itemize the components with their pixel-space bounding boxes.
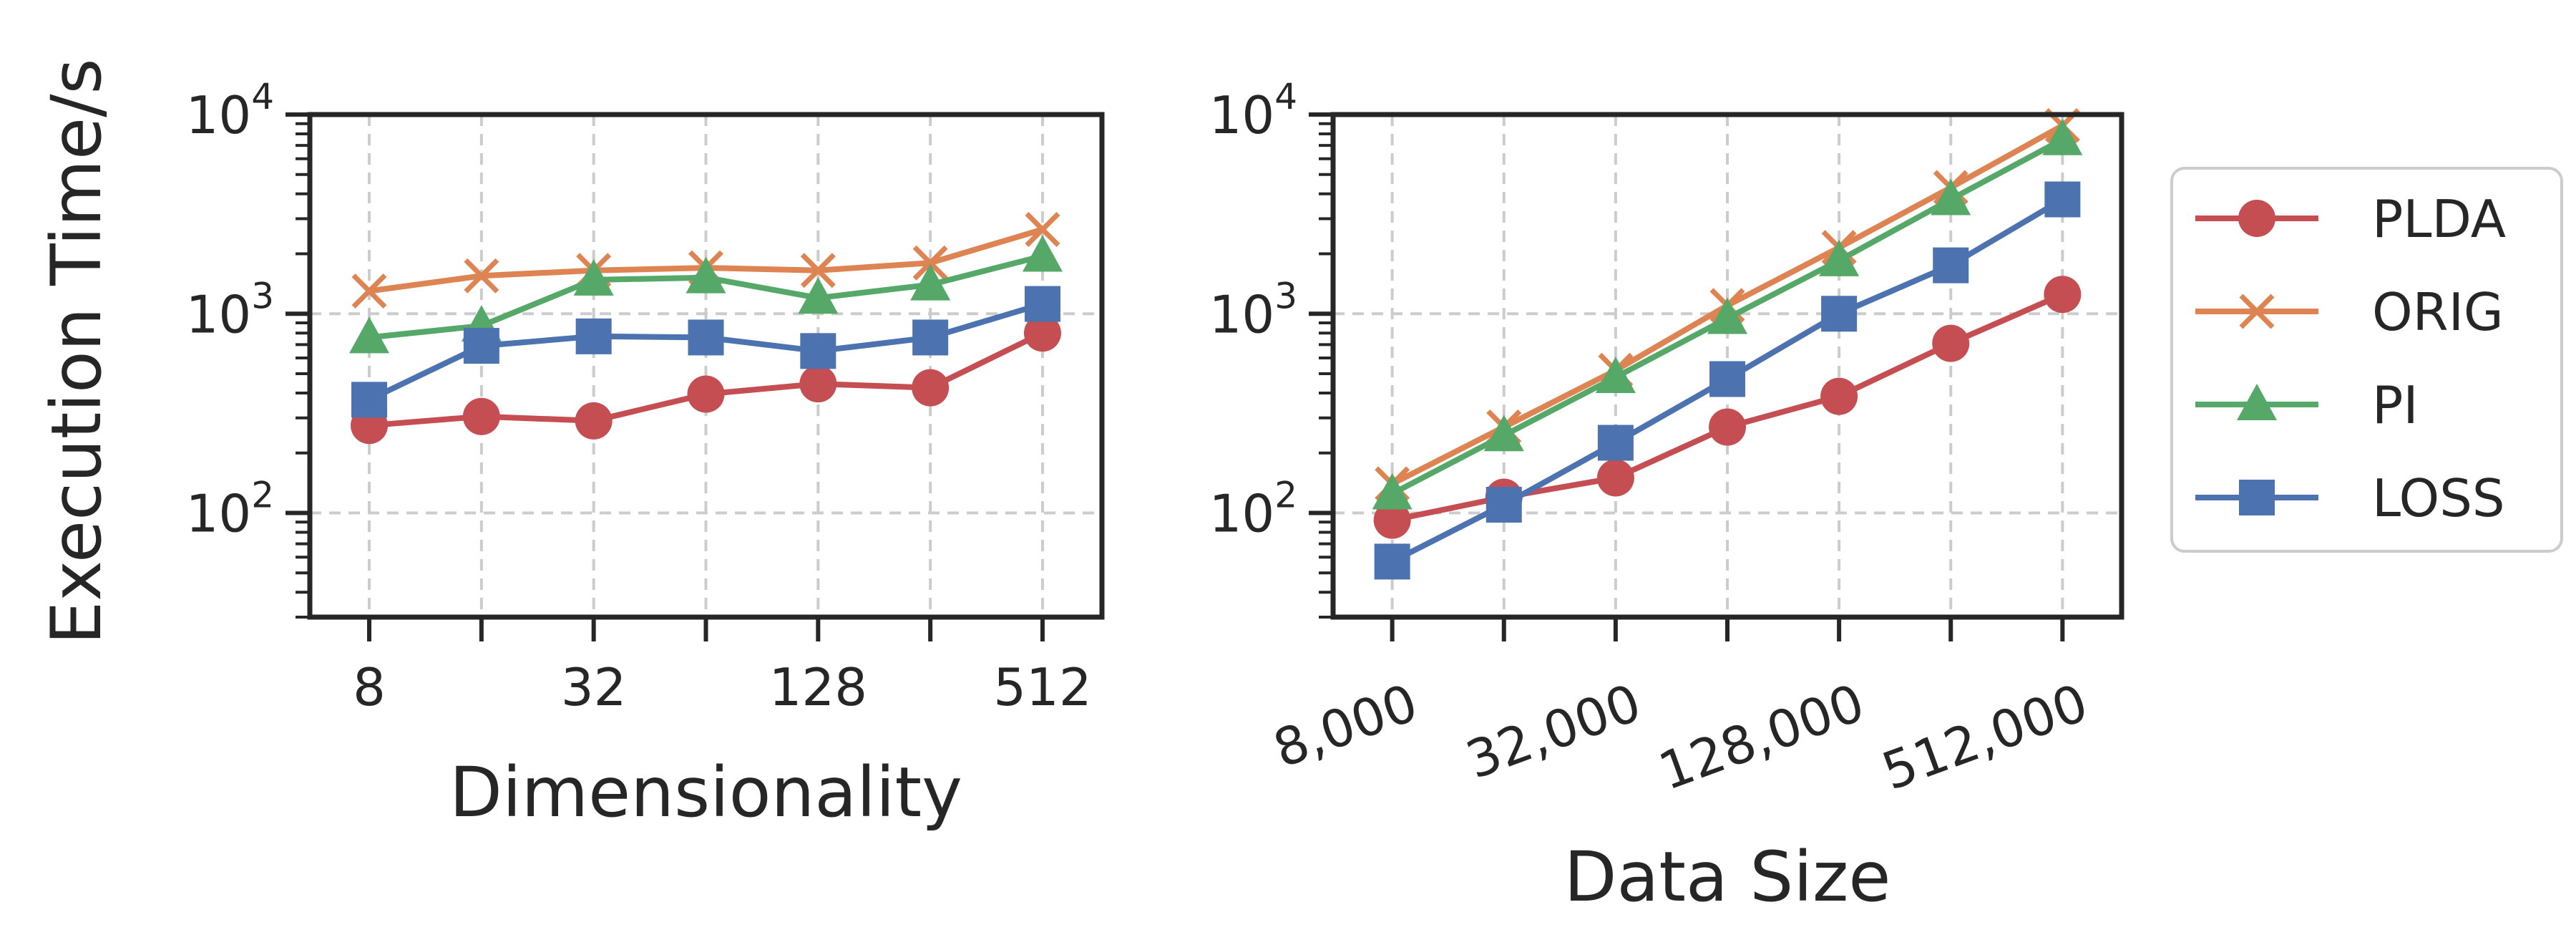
plot-frame <box>1330 112 2124 620</box>
y-tick-label: 103 <box>1209 275 1297 344</box>
data-point-plda <box>1023 314 1061 352</box>
x-tick-label: 512,000 <box>1875 672 2096 802</box>
data-point-loss <box>1024 286 1060 322</box>
x-tick-label: 32 <box>561 657 627 717</box>
legend-label: PLDA <box>2372 189 2506 249</box>
data-point-loss <box>1709 361 1745 397</box>
data-point-pi <box>910 263 951 301</box>
data-point-orig <box>464 258 499 294</box>
legend-marker <box>2237 384 2277 420</box>
legend-marker <box>2239 480 2275 515</box>
data-point-pi <box>1022 235 1063 272</box>
x-marker-stroke <box>800 253 836 289</box>
legend-entry-plda: PLDA <box>2195 189 2506 249</box>
y-axis-label: Execution Time/s <box>36 59 117 645</box>
x-marker-stroke <box>1025 212 1060 247</box>
data-point-loss <box>800 333 836 369</box>
grid <box>310 115 1102 617</box>
data-point-loss <box>1821 296 1858 332</box>
data-point-plda <box>1820 377 1858 415</box>
data-point-orig <box>912 245 948 281</box>
y-tick-label: 104 <box>1209 76 1297 145</box>
y-tick-label: 103 <box>186 275 274 344</box>
data-point-loss <box>575 318 612 354</box>
x-tick-label: 8 <box>353 657 386 717</box>
y-tick-label: 104 <box>186 76 274 145</box>
data-point-pi <box>686 256 726 294</box>
legend-entry-loss: LOSS <box>2195 468 2505 528</box>
x-axis-label: Data Size <box>1564 837 1891 917</box>
y-tick-label: 102 <box>1209 475 1297 544</box>
data-point-plda <box>912 369 950 407</box>
series-pi <box>349 235 1063 354</box>
chart-panel-2: 102 103 104 8,000 32,000 128,000 512,000 Data S… <box>1209 76 2124 917</box>
data-point-plda <box>2044 276 2082 314</box>
data-point-loss <box>2044 181 2081 218</box>
data-point-loss <box>912 319 949 356</box>
x-axis-ticks <box>1390 617 2065 641</box>
x-tick-label: 32,000 <box>1458 672 1648 790</box>
legend-entry-pi: PI <box>2195 375 2419 435</box>
data-point-plda <box>687 375 725 413</box>
data-point-loss <box>1374 543 1410 580</box>
data-point-pi <box>798 277 839 314</box>
x-marker-stroke <box>464 258 499 294</box>
data-point-plda <box>1932 324 1970 362</box>
legend-label: PI <box>2372 375 2419 435</box>
series-loss <box>1374 181 2081 580</box>
data-point-plda <box>1596 459 1634 497</box>
data-point-loss <box>351 382 388 418</box>
data-point-pi <box>573 258 614 296</box>
x-marker-stroke <box>351 273 387 309</box>
data-point-plda <box>1709 408 1746 446</box>
legend-box <box>2170 167 2563 553</box>
series-loss <box>351 286 1060 418</box>
x-tick-label: 128 <box>769 657 867 717</box>
y-tick-label: 102 <box>186 475 274 544</box>
legend-marker <box>2238 200 2275 237</box>
series-pi <box>1372 118 2083 510</box>
data-point-plda <box>1373 501 1411 539</box>
data-point-pi <box>2042 118 2083 155</box>
x-tick-label: 512 <box>993 657 1091 717</box>
y-axis-ticks <box>1309 112 1333 619</box>
y-axis-ticks <box>286 112 310 619</box>
data-point-orig <box>800 253 836 289</box>
data-point-orig <box>1025 212 1060 247</box>
data-point-plda <box>462 397 500 435</box>
data-point-pi <box>1483 415 1524 452</box>
data-point-pi <box>1372 472 1413 510</box>
data-point-plda <box>799 365 837 403</box>
data-point-pi <box>349 316 390 354</box>
data-point-loss <box>1597 425 1634 461</box>
data-point-pi <box>1819 239 1860 276</box>
legend-entry-orig: ORIG <box>2195 282 2504 342</box>
x-axis-label: Dimensionality <box>449 752 962 833</box>
legend: PLDA ORIG PI LOSS <box>2170 167 2563 553</box>
legend-marker <box>2239 294 2275 329</box>
x-tick-label: 8,000 <box>1266 672 1425 779</box>
x-marker-stroke <box>2239 294 2275 329</box>
x-marker-stroke <box>912 245 948 281</box>
legend-label: ORIG <box>2372 282 2504 342</box>
data-point-pi <box>1931 178 1971 215</box>
data-point-orig <box>351 273 387 309</box>
data-point-loss <box>463 328 499 364</box>
plot-frame <box>307 112 1105 620</box>
data-point-pi <box>1595 356 1636 393</box>
data-point-loss <box>1933 247 1969 284</box>
chart-panel-1: 102 103 104 8 32 128 512 Dimensionality Executio… <box>36 59 1105 833</box>
x-axis-ticks <box>367 617 1045 641</box>
x-tick-label: 128,000 <box>1651 672 1872 802</box>
data-point-loss <box>1485 486 1522 523</box>
data-point-plda <box>575 402 613 440</box>
data-point-loss <box>688 319 724 356</box>
data-point-pi <box>1707 297 1747 334</box>
legend-label: LOSS <box>2372 468 2505 528</box>
